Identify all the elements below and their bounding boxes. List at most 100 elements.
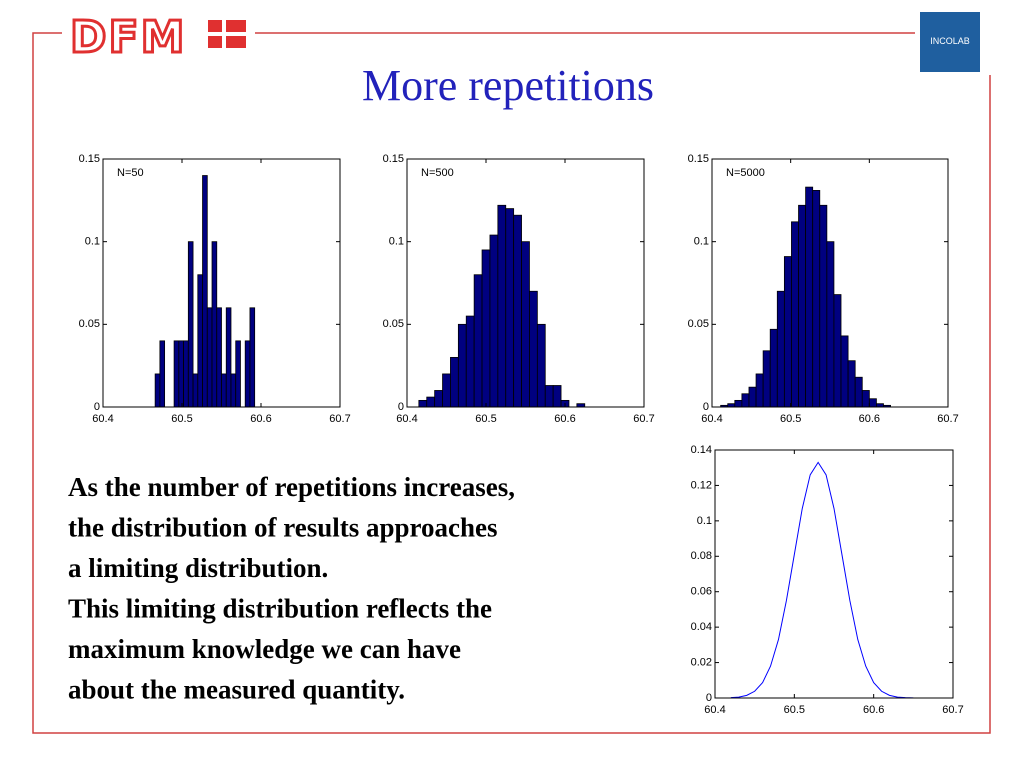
y-tick-label: 0.05 <box>383 318 404 330</box>
bar <box>741 393 750 408</box>
slide-title: More repetitions <box>362 61 654 110</box>
bar <box>206 307 213 408</box>
bar <box>805 186 814 408</box>
bar <box>465 315 475 408</box>
bar <box>505 208 515 408</box>
bar <box>497 204 507 408</box>
bar <box>202 175 208 408</box>
line <box>730 461 922 699</box>
bar <box>173 340 180 408</box>
y-tick-label: 0 <box>398 401 404 413</box>
bar <box>481 249 491 408</box>
x-tick-label: 60.7 <box>329 413 350 425</box>
badge: INCOLAB <box>930 36 970 46</box>
x-tick-label: 60.6 <box>250 413 271 425</box>
bar <box>418 399 428 408</box>
x-tick-label: 60.4 <box>92 413 113 425</box>
y-tick-label: 0.1 <box>697 515 712 527</box>
bar <box>225 307 232 408</box>
bar <box>249 307 256 408</box>
bar <box>154 373 161 408</box>
y-tick-label: 0 <box>706 692 712 704</box>
chart: 60.4 60.5 60.6 60.7 0 0.05 0.1 0.15 N=50 <box>79 153 351 425</box>
bar <box>489 234 499 408</box>
body-line: a limiting distribution. <box>68 553 328 583</box>
bar <box>536 323 546 408</box>
x-tick-label: 60.4 <box>396 413 417 425</box>
chart: 60.4 60.5 60.6 60.7 0 0.05 0.1 0.15 N=500 <box>383 153 655 425</box>
y-tick-label: 0.04 <box>691 621 712 633</box>
bar <box>211 241 218 408</box>
y-tick-label: 0.14 <box>691 444 712 456</box>
bar <box>221 373 227 408</box>
x-tick-label: 60.6 <box>859 413 880 425</box>
y-tick-label: 0.15 <box>79 153 100 165</box>
bar <box>748 386 757 408</box>
bar <box>783 256 792 408</box>
bar <box>769 328 778 408</box>
charts: 60.4 60.5 60.6 60.7 0 0.05 0.1 0.15 N=50 60.4 60.5… <box>79 153 964 716</box>
bar <box>183 340 189 408</box>
bar <box>513 214 522 408</box>
bar <box>450 356 459 408</box>
bar <box>235 340 241 408</box>
y-tick-label: 0.1 <box>389 236 404 248</box>
bar <box>833 294 842 408</box>
y-tick-label: 0.08 <box>691 550 712 562</box>
bar <box>426 396 436 408</box>
axes-box <box>406 158 645 408</box>
flag <box>208 20 246 48</box>
y-tick-label: 0 <box>703 401 709 413</box>
bar <box>521 241 530 408</box>
bar <box>159 340 166 408</box>
body-line: about the measured quantity. <box>68 675 405 705</box>
bar <box>230 373 237 408</box>
x-tick-label: 60.5 <box>784 704 805 716</box>
bar <box>178 340 184 408</box>
bar <box>762 350 771 408</box>
y-tick-label: 0.05 <box>688 318 709 330</box>
bar <box>734 399 743 408</box>
bar <box>434 390 443 408</box>
axes-box <box>714 449 954 699</box>
annotation: N=50 <box>117 167 144 179</box>
y-tick-label: 0.06 <box>691 586 712 598</box>
x-tick-label: 60.4 <box>704 704 725 716</box>
bar <box>457 323 467 408</box>
bar <box>216 307 222 408</box>
body-line: As the number of repetitions increases, <box>68 472 515 502</box>
x-tick-label: 60.6 <box>863 704 884 716</box>
bar <box>442 373 451 408</box>
bar <box>776 290 785 408</box>
bar <box>798 204 807 408</box>
body-line: This limiting distribution reflects the <box>68 594 492 624</box>
bar <box>473 274 483 408</box>
frame-line <box>32 32 991 734</box>
x-tick-label: 60.4 <box>701 413 722 425</box>
bar <box>244 340 251 408</box>
bar <box>192 373 199 408</box>
y-tick-label: 0.1 <box>694 236 709 248</box>
bar <box>755 373 764 408</box>
body-line: the distribution of results approaches <box>68 513 498 543</box>
y-tick-label: 0.05 <box>79 318 100 330</box>
axes-box <box>102 158 341 408</box>
bar <box>847 360 856 408</box>
x-tick-label: 60.5 <box>780 413 801 425</box>
body-line: maximum knowledge we can have <box>68 634 461 664</box>
y-tick-label: 0.15 <box>383 153 404 165</box>
bar <box>544 385 554 408</box>
y-tick-label: 0.1 <box>85 236 100 248</box>
x-tick-label: 60.7 <box>633 413 654 425</box>
bar <box>854 376 863 408</box>
frame <box>32 32 991 734</box>
logo: DFM <box>70 12 186 63</box>
y-tick-label: 0 <box>94 401 100 413</box>
x-tick-label: 60.5 <box>171 413 192 425</box>
x-tick-label: 60.7 <box>942 704 963 716</box>
annotation: N=500 <box>421 167 454 179</box>
x-tick-label: 60.5 <box>475 413 496 425</box>
bar <box>819 204 828 408</box>
x-tick-label: 60.6 <box>554 413 575 425</box>
